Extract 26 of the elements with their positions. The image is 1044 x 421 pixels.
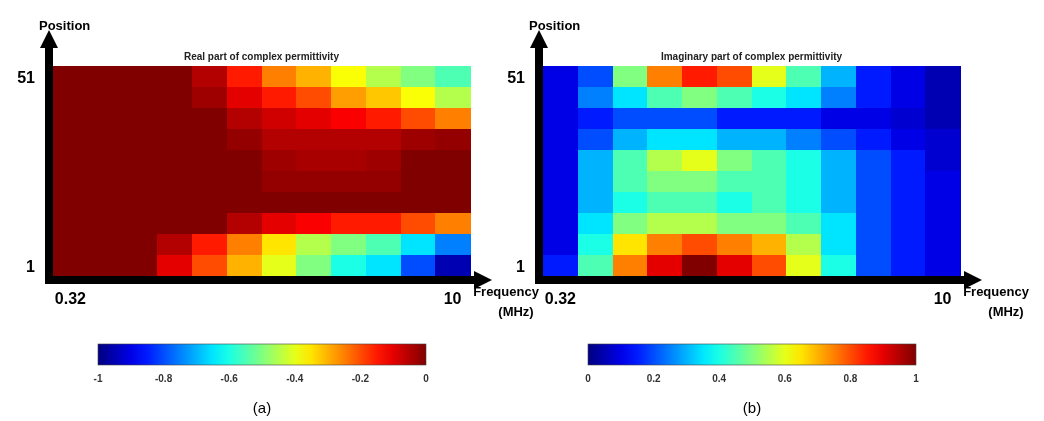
color-bar-label: -0.2 bbox=[351, 373, 370, 384]
x-axis-title: Frequency (MHz) bbox=[963, 284, 1030, 319]
x-tick-label: 0.32 bbox=[54, 290, 87, 307]
y-tick-label: 51 bbox=[17, 68, 36, 86]
text: (b) bbox=[742, 399, 762, 416]
color-bar-label: 0.2 bbox=[646, 373, 661, 384]
text: (a) bbox=[252, 399, 272, 416]
y-axis-title: Position bbox=[39, 18, 91, 33]
y-axis-title: Position bbox=[529, 18, 581, 33]
color-bar-label: -0.6 bbox=[220, 373, 239, 384]
chart-title: Real part of complex permittivity bbox=[183, 51, 340, 62]
chart-title: Imaginary part of complex permittivity bbox=[660, 51, 843, 62]
color-bar-label: 1 bbox=[913, 373, 920, 384]
x-tick-label: 10 bbox=[443, 290, 462, 307]
color-bar-label: 0.4 bbox=[712, 373, 727, 384]
x-tick-label: 10 bbox=[933, 290, 952, 307]
color-bar-label: -0.4 bbox=[286, 373, 304, 384]
y-tick-label: 51 bbox=[507, 68, 526, 86]
x-axis-title: Frequency (MHz) bbox=[473, 284, 540, 319]
color-bar-label: 0.8 bbox=[843, 373, 858, 384]
x-tick-label: 0.32 bbox=[544, 290, 577, 307]
color-bar-label: 0.6 bbox=[777, 373, 793, 384]
color-bar-label: -0.8 bbox=[154, 373, 173, 384]
color-bar-label: 0 bbox=[585, 373, 592, 384]
color-bar-label: 0 bbox=[423, 373, 430, 384]
color-bar-label: -1 bbox=[93, 373, 103, 384]
